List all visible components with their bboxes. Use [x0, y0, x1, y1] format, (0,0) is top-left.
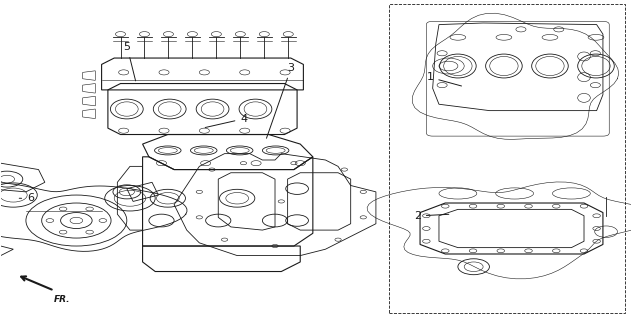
Text: 6: 6: [19, 193, 34, 204]
Text: 4: 4: [205, 114, 248, 128]
Bar: [389, 4, 625, 313]
Text: 3: 3: [267, 63, 295, 138]
Text: 1: 1: [427, 72, 461, 86]
Text: 2: 2: [414, 211, 449, 221]
Text: FR.: FR.: [54, 295, 71, 304]
Text: 5: 5: [124, 42, 136, 81]
